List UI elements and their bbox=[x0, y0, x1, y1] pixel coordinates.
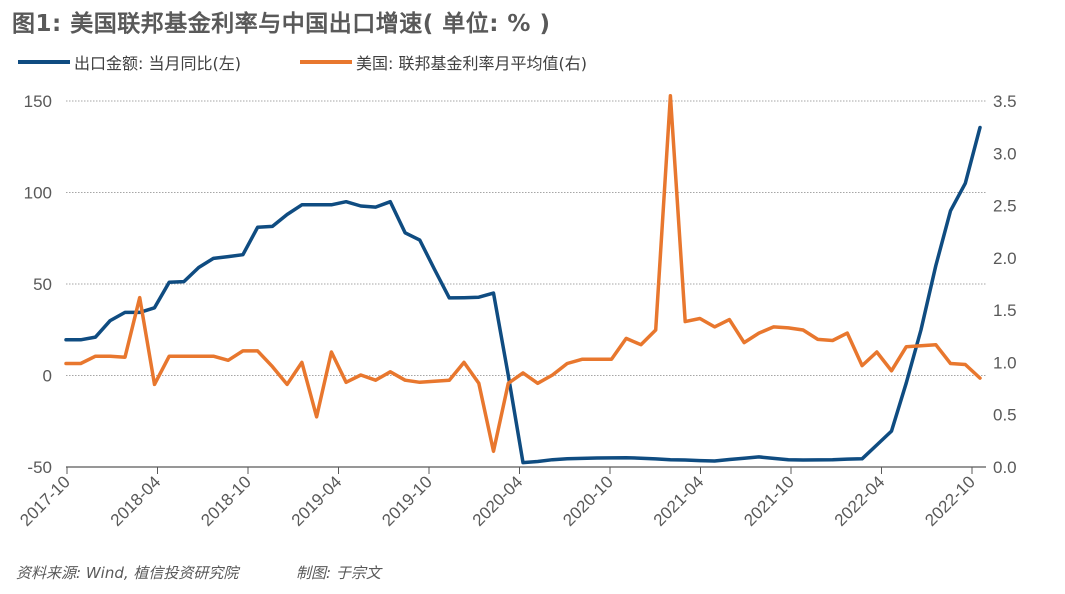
x-tick-label: 2019-10 bbox=[378, 472, 436, 530]
x-tick-label: 2018-10 bbox=[197, 472, 255, 530]
x-tick-label: 2020-04 bbox=[469, 472, 527, 530]
legend-item-fed-rate: 美国: 联邦基金利率月平均值(右) bbox=[300, 50, 587, 74]
x-tick-label: 2017-10 bbox=[16, 472, 74, 530]
legend-item-exports: 出口金额: 当月同比(左) bbox=[18, 50, 241, 74]
y-right-tick-label: 1.0 bbox=[993, 353, 1017, 372]
series-line-exports bbox=[64, 125, 982, 465]
x-tick-label: 2020-10 bbox=[559, 472, 617, 530]
y-right-tick-label: 2.0 bbox=[993, 249, 1017, 268]
legend-label-exports: 出口金额: 当月同比(左) bbox=[74, 54, 241, 73]
x-tick-label: 2022-10 bbox=[921, 472, 979, 530]
credit-note: 制图: 于宗文 bbox=[296, 564, 381, 582]
y-left-tick-label: 0 bbox=[43, 367, 52, 386]
y-right-tick-label: 0.5 bbox=[993, 406, 1017, 425]
legend-swatch-blue bbox=[18, 60, 70, 64]
series-line-fed-rate bbox=[64, 94, 982, 454]
legend-swatch-orange bbox=[300, 60, 352, 64]
legend-label-fed-rate: 美国: 联邦基金利率月平均值(右) bbox=[356, 54, 587, 73]
y-left-tick-label: 150 bbox=[24, 92, 52, 111]
x-tick-label: 2018-04 bbox=[107, 472, 165, 530]
y-left-tick-label: 100 bbox=[24, 184, 52, 203]
chart-title: 图1: 美国联邦基金利率与中国出口增速( 单位: % ) bbox=[12, 11, 551, 37]
x-tick-label: 2021-10 bbox=[740, 472, 798, 530]
y-right-tick-label: 3.5 bbox=[993, 92, 1017, 111]
y-left-tick-label: -50 bbox=[27, 458, 52, 477]
y-right-tick-label: 0.0 bbox=[993, 458, 1017, 477]
x-tick-label: 2021-04 bbox=[650, 472, 708, 530]
y-right-tick-label: 3.0 bbox=[993, 144, 1017, 163]
y-right-tick-label: 1.5 bbox=[993, 301, 1017, 320]
source-note: 资料来源: Wind, 植信投资研究院 bbox=[16, 564, 239, 582]
y-right-tick-label: 2.5 bbox=[993, 197, 1017, 216]
y-left-tick-label: 50 bbox=[33, 275, 52, 294]
x-tick-label: 2022-04 bbox=[831, 472, 889, 530]
x-tick-label: 2019-04 bbox=[288, 472, 346, 530]
